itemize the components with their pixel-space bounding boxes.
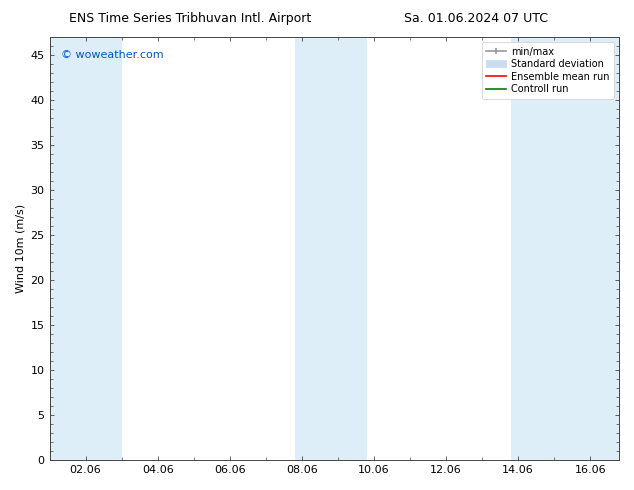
Y-axis label: Wind 10m (m/s): Wind 10m (m/s) (15, 204, 25, 293)
Text: © woweather.com: © woweather.com (61, 50, 164, 60)
Text: Sa. 01.06.2024 07 UTC: Sa. 01.06.2024 07 UTC (403, 12, 548, 25)
Bar (511, 37, 619, 460)
Bar (295, 37, 366, 460)
Bar (49, 37, 122, 460)
Legend: min/max, Standard deviation, Ensemble mean run, Controll run: min/max, Standard deviation, Ensemble me… (482, 42, 614, 99)
Text: ENS Time Series Tribhuvan Intl. Airport: ENS Time Series Tribhuvan Intl. Airport (69, 12, 311, 25)
